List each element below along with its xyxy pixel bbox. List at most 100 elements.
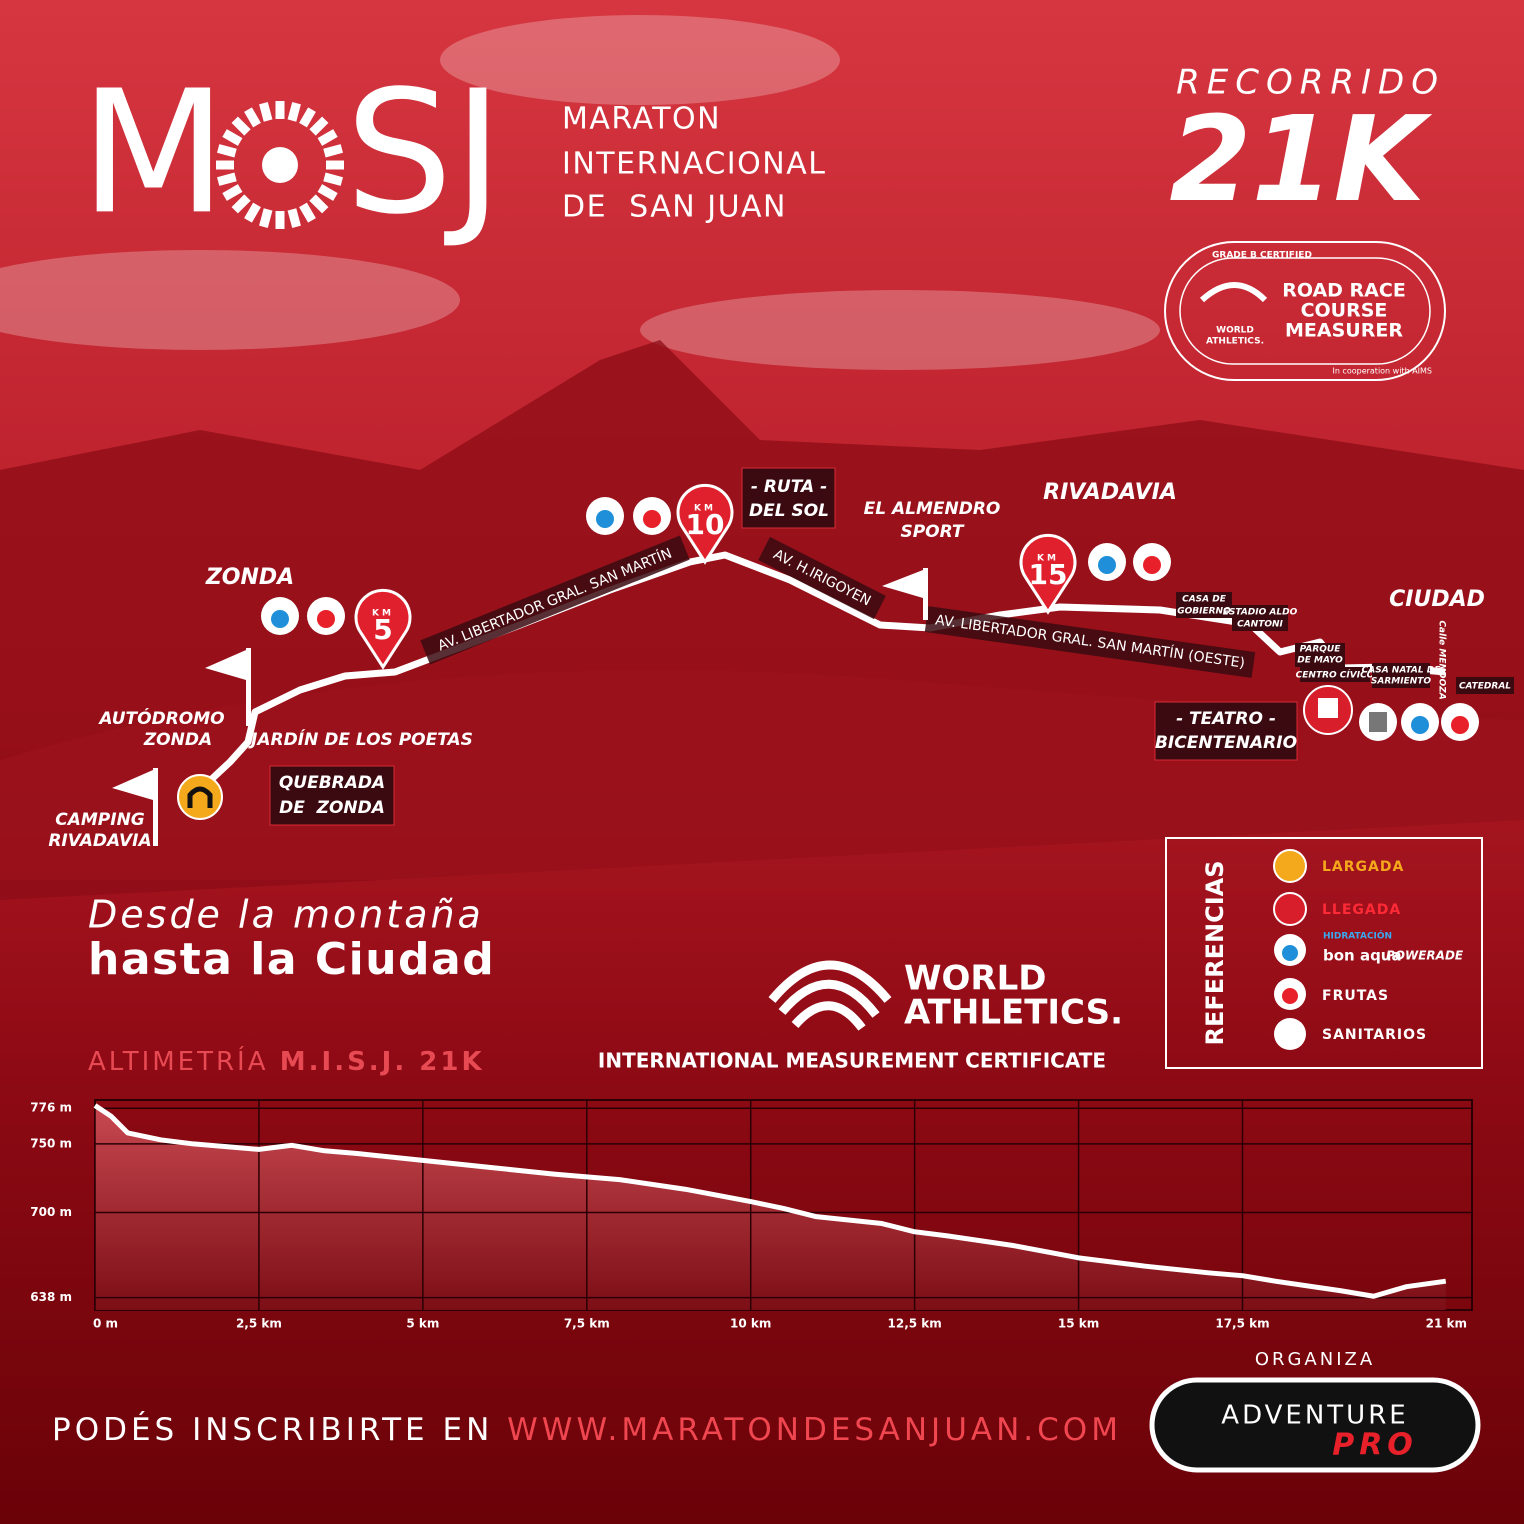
km-pin-number: 5 [373,613,392,646]
event-name: DE SAN JUAN [562,190,787,225]
x-tick-label: 0 m [93,1317,118,1331]
legend-icon [1282,945,1298,961]
place: QUEBRADA [279,773,385,793]
organizer: ADVENTURE [1221,1401,1408,1431]
event-name: MARATON [562,102,721,137]
place: JARDÍN DE LOS POETAS [248,728,473,750]
emblem-ray [222,129,243,146]
place: ESTADIO ALDO [1223,608,1298,618]
icon-glyph [643,510,661,528]
place-box [1154,701,1298,761]
place: RIVADAVIA [48,831,151,851]
y-tick-label: 638 m [30,1290,72,1304]
legend-hydration: HIDRATACIÓN [1323,930,1392,942]
finish-icon-flag [1318,698,1338,718]
place-box [269,765,395,826]
legend-box [1165,837,1483,1069]
x-tick-label: 7,5 km [564,1317,610,1331]
tagline: Desde la montaña [88,893,484,937]
badge-outline [1179,257,1431,365]
badge-arc: GRADE B CERTIFIED [1212,251,1312,261]
y-tick-label: 700 m [30,1205,72,1219]
emblem-ray [317,129,338,146]
badge-text: MEASURER [1285,320,1403,342]
legend-icon [1273,892,1307,926]
emblem-ray [299,107,316,128]
logo-emblem [216,101,344,229]
place: DEL SOL [749,501,829,521]
legend-item: LLEGADA [1322,902,1401,918]
emblem-ray [287,208,301,228]
place: CANTONI [1237,620,1283,630]
place-box [1456,677,1514,694]
place: ZONDA [205,565,294,590]
organizer-logo [1149,1377,1481,1473]
service-icons [261,497,1479,741]
decoration [0,250,460,350]
flags [112,568,928,846]
place: CENTRO CÍVICO [1296,669,1375,681]
emblem-runner [262,147,298,183]
icon-glyph [317,610,335,628]
x-tick-label: 17,5 km [1215,1317,1269,1331]
place: - RUTA - [751,477,827,497]
decoration [440,15,840,105]
legend-item: LARGADA [1322,859,1404,875]
legend-item: SANITARIOS [1322,1027,1427,1043]
km-pin-label: KM [694,504,716,514]
icon-glyph [1411,716,1429,734]
place-box [1372,663,1430,688]
wa-logo [768,960,892,1031]
decoration [205,650,246,680]
km-pin-label: KM [372,609,394,619]
place: Calle MENDOZA [1437,620,1447,699]
decoration [924,606,1256,678]
icon-glyph [271,610,289,628]
decoration [758,536,886,620]
y-tick-label: 750 m [30,1136,72,1150]
decoration [923,568,928,620]
place: DE ZONDA [279,798,385,818]
wa-name: WORLD [904,959,1046,999]
elevation-chart: 638 m 700 m 750 m 776 m 0 m 2,5 km 5 km 7,5 km 1… [30,1099,1473,1331]
x-tick-label: 5 km [406,1317,439,1331]
start-icon-glyph [187,786,213,808]
x-tick-label: 12,5 km [888,1317,942,1331]
place: DE MAYO [1297,656,1343,666]
cta-text: PODÉS INSCRIBIRTE EN [52,1412,493,1448]
place-box [741,467,836,529]
icon-glyph [1143,556,1161,574]
road [0,670,1524,880]
icon-glyph [1451,716,1469,734]
legend-sponsor: bon aqua [1323,947,1402,965]
x-tick-label: 10 km [730,1317,771,1331]
decoration [420,535,690,665]
emblem-ray [231,194,251,214]
url[interactable]: WWW.MARATONDESANJUAN.COM [507,1412,1122,1448]
place: CATEDRAL [1459,682,1511,692]
place: CASA DE [1182,595,1227,605]
emblem-ray [287,102,301,122]
organiza: ORGANIZA [1255,1349,1375,1370]
emblem-ray [244,202,261,223]
emblem-ray [323,144,343,158]
route-label: RECORRIDO [1176,63,1445,103]
emblem-ray [217,144,237,158]
badge-logo [1199,282,1268,303]
decoration [246,648,251,726]
emblem-ray [217,172,237,186]
decoration [112,770,153,800]
wa-certificate: INTERNATIONAL MEASUREMENT CERTIFICATE [598,1049,1106,1073]
place-box [1232,605,1288,631]
y-tick-label: 776 m [30,1101,72,1115]
route [197,551,1446,793]
organizer: PRO [1332,1428,1418,1463]
km-pin [676,483,734,565]
km-pin [1019,533,1077,615]
place: CASA NATAL DE [1362,666,1442,676]
badge-footer: In cooperation with AIMS [1332,367,1432,376]
place: SPORT [900,522,964,542]
place: EL ALMENDRO [864,499,1001,519]
emblem-ray [299,202,316,223]
